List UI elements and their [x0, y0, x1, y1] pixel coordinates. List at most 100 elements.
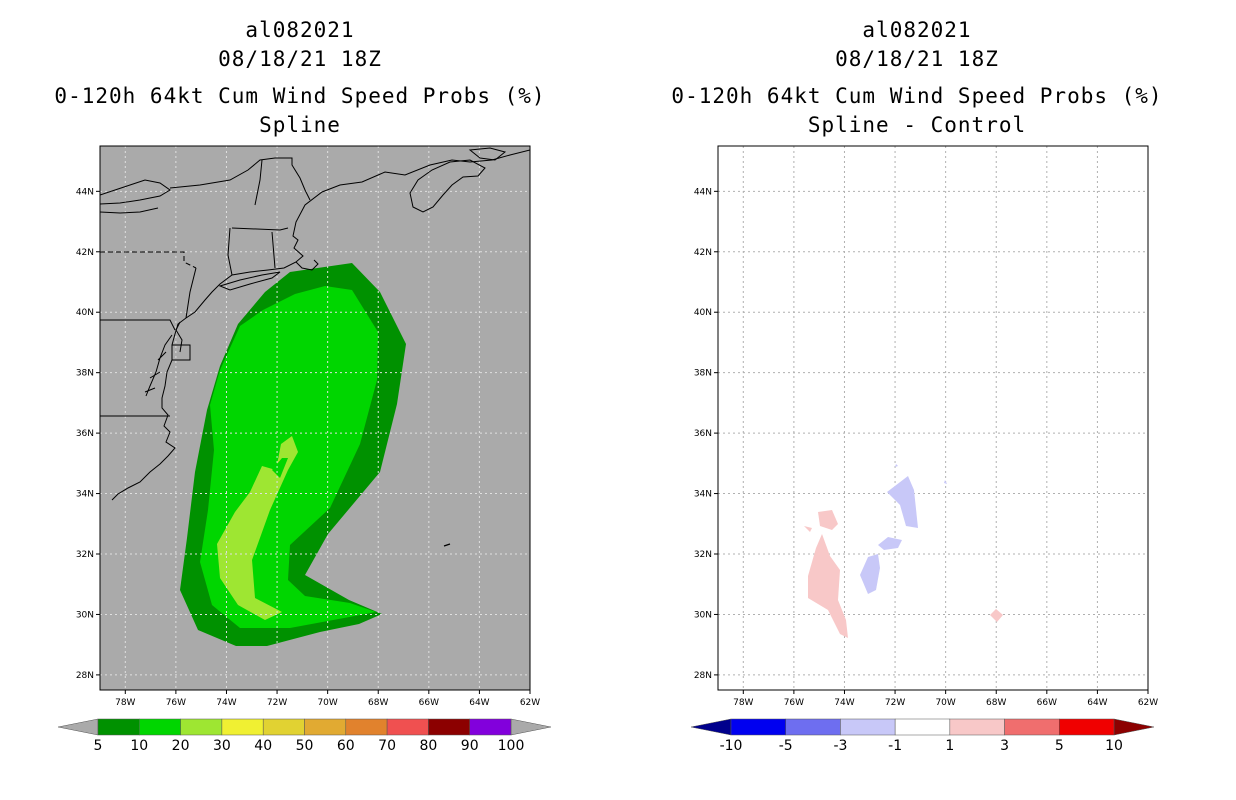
left-datetime: 08/18/21 18Z — [218, 47, 382, 71]
lat-tick-label: 32N — [694, 550, 712, 560]
diff-pos-blob-2 — [804, 526, 812, 532]
left-map-frame — [99, 145, 531, 691]
colorbar-extend-high — [510, 718, 552, 736]
colorbar-label: 100 — [498, 738, 525, 754]
lon-tick-label: 62W — [520, 698, 540, 708]
right-storm-id: al082021 — [862, 18, 972, 42]
colorbar-swatch — [180, 718, 223, 736]
colorbar-label: 5 — [94, 738, 103, 754]
lat-tick-label: 34N — [694, 490, 712, 500]
right-product: 0-120h 64kt Cum Wind Speed Probs (%) — [671, 84, 1163, 108]
colorbar-label: -5 — [779, 738, 793, 754]
colorbar-swatch — [894, 718, 951, 736]
left-storm-id: al082021 — [245, 18, 355, 42]
colorbar-label: 40 — [254, 738, 272, 754]
colorbar-swatch — [139, 718, 181, 736]
diff-neg-blob-3 — [860, 554, 880, 594]
lat-tick-label: 36N — [694, 429, 712, 439]
colorbar-label: 20 — [172, 738, 190, 754]
right-map: 78W 76W 74W 72W 70W 68W 66W 64W 62W 28N 30N 32N 34N… — [694, 145, 1158, 708]
right-panel-title: al082021 08/18/21 18Z 0-120h 64kt Cum Wi… — [637, 16, 1197, 140]
colorbar-swatch — [428, 718, 470, 736]
lat-tick-label: 44N — [694, 187, 712, 197]
right-lon-ticks: 78W 76W 74W 72W 70W 68W 66W 64W 62W — [733, 690, 1158, 708]
left-panel-title: al082021 08/18/21 18Z 0-120h 64kt Cum Wi… — [20, 16, 580, 140]
colorbar-label: 10 — [130, 738, 148, 754]
colorbar-label: -1 — [888, 738, 902, 754]
colorbar-label: 50 — [296, 738, 314, 754]
prob-contour-20 — [217, 436, 298, 620]
lat-tick-label: 28N — [694, 671, 712, 681]
diff-neg-dot-1 — [895, 464, 898, 467]
colorbar-swatch — [949, 718, 1005, 736]
lat-tick-label: 30N — [76, 610, 94, 620]
left-product: 0-120h 64kt Cum Wind Speed Probs (%) — [54, 84, 546, 108]
colorbar-label: 3 — [1000, 738, 1009, 754]
lat-tick-label: 40N — [694, 308, 712, 318]
lon-tick-label: 78W — [733, 698, 753, 708]
lat-tick-label: 30N — [694, 610, 712, 620]
lon-tick-label: 70W — [935, 698, 955, 708]
lat-tick-label: 42N — [76, 248, 94, 258]
right-map-frame — [717, 145, 1149, 691]
right-colorbar: -10 -5 -3 -1 1 3 5 10 — [690, 718, 1155, 754]
colorbar-swatch — [469, 718, 512, 736]
left-map: 78W 76W 74W 72W 70W 68W 66W 64W 62W 28N 30N 32N 34N… — [76, 145, 540, 708]
lon-tick-label: 66W — [1037, 698, 1057, 708]
colorbar-label: 10 — [1105, 738, 1123, 754]
diff-neg-dot-2 — [944, 480, 947, 484]
colorbar-label: 70 — [378, 738, 396, 754]
prob-contour-10-inner — [272, 458, 288, 478]
lat-tick-label: 38N — [694, 369, 712, 379]
colorbar-swatch — [1059, 718, 1115, 736]
lat-tick-label: 32N — [76, 550, 94, 560]
right-subtitle: Spline - Control — [807, 113, 1027, 137]
lat-tick-label: 28N — [76, 671, 94, 681]
left-subtitle: Spline — [259, 113, 341, 137]
diff-neg-blob-2 — [878, 537, 902, 550]
colorbar-label: 90 — [461, 738, 479, 754]
lat-tick-label: 40N — [76, 308, 94, 318]
lon-tick-label: 70W — [317, 698, 337, 708]
diff-pos-blob-4 — [990, 609, 1003, 622]
diff-pos-blob-3 — [808, 534, 848, 638]
colorbar-swatch — [730, 718, 786, 736]
right-map-background — [718, 146, 1148, 690]
lat-tick-label: 44N — [76, 187, 94, 197]
diff-pos-blob-1 — [818, 510, 838, 530]
lon-tick-label: 68W — [986, 698, 1006, 708]
lon-tick-label: 64W — [1087, 698, 1107, 708]
colorbar-swatch — [262, 718, 305, 736]
colorbar-swatch — [304, 718, 347, 736]
diff-neg-blob-1 — [887, 476, 918, 528]
right-datetime: 08/18/21 18Z — [835, 47, 999, 71]
right-lat-ticks: 28N 30N 32N 34N 36N 38N 40N 42N 44N — [694, 187, 718, 681]
lon-tick-label: 76W — [784, 698, 804, 708]
colorbar-label: 80 — [419, 738, 437, 754]
lon-tick-label: 74W — [834, 698, 854, 708]
left-grid — [100, 146, 530, 690]
colorbar-label: -10 — [720, 738, 743, 754]
lon-tick-label: 74W — [216, 698, 236, 708]
colorbar-extend-high — [1113, 718, 1155, 736]
colorbar-label: 5 — [1055, 738, 1064, 754]
lon-tick-label: 76W — [166, 698, 186, 708]
colorbar-label: 1 — [945, 738, 954, 754]
colorbar-label: 30 — [213, 738, 231, 754]
left-lat-ticks: 28N 30N 32N 34N 36N 38N 40N 42N 44N — [76, 187, 100, 681]
lat-tick-label: 42N — [694, 248, 712, 258]
lon-tick-label: 72W — [267, 698, 287, 708]
colorbar-swatch — [840, 718, 896, 736]
colorbar-swatch — [386, 718, 429, 736]
lon-tick-label: 68W — [368, 698, 388, 708]
colorbar-swatch — [97, 718, 140, 736]
colorbar-extend-low — [57, 718, 99, 736]
colorbar-label: 60 — [337, 738, 355, 754]
colorbar-swatch — [1004, 718, 1060, 736]
colorbar-extend-low — [690, 718, 732, 736]
left-colorbar: 5 10 20 30 40 50 60 70 80 90 100 — [57, 718, 552, 754]
left-lon-ticks: 78W 76W 74W 72W 70W 68W 66W 64W 62W — [115, 690, 540, 708]
lat-tick-label: 34N — [76, 490, 94, 500]
lat-tick-label: 38N — [76, 369, 94, 379]
lon-tick-label: 78W — [115, 698, 135, 708]
